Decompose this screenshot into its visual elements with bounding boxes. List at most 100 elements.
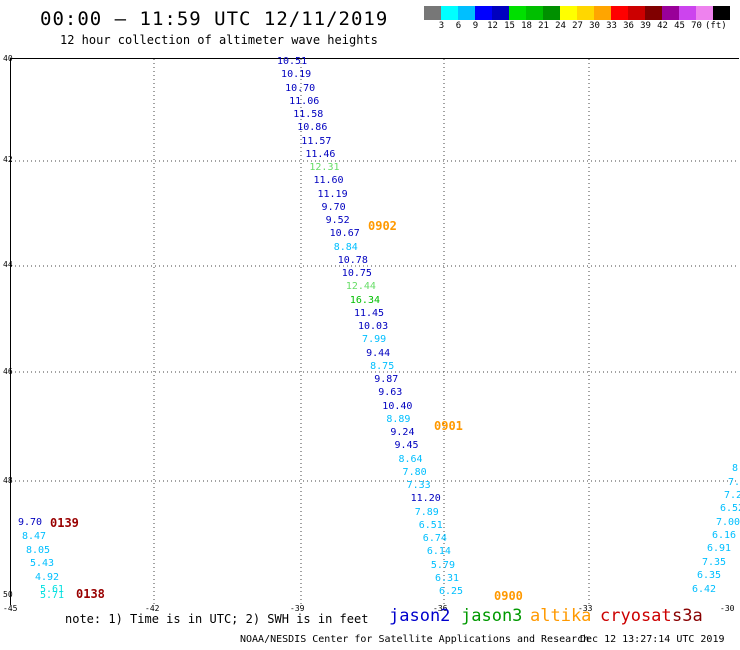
wave-height-value: 16.34 (349, 294, 380, 306)
pass-time-label: 0901 (434, 419, 463, 433)
chart-subtitle: 12 hour collection of altimeter wave hei… (60, 33, 378, 47)
wave-height-value: 9.45 (394, 440, 419, 452)
wave-height-value: 8.75 (370, 360, 395, 372)
legend-swatch (475, 6, 492, 20)
legend-swatch (713, 6, 730, 20)
wave-height-value: 6.52 (720, 503, 740, 514)
wave-height-value: 7.89 (414, 506, 439, 518)
wave-height-value: 8.89 (386, 413, 411, 425)
latitude-label: 48 (3, 476, 13, 485)
wave-height-value: 7.80 (402, 466, 427, 478)
legend-swatch (577, 6, 594, 20)
wave-height-value: 8 (732, 463, 739, 474)
legend-swatch (679, 6, 696, 20)
wave-height-value: 5.61 (40, 584, 65, 595)
footer-note: note: 1) Time is in UTC; 2) SWH is in fe… (65, 612, 369, 626)
wave-height-value: 6.25 (439, 586, 464, 597)
pass-time-label: 0902 (368, 219, 397, 233)
wave-height-value: 10.19 (281, 69, 312, 81)
wave-height-value: 10.86 (297, 122, 328, 134)
legend-swatch (526, 6, 543, 20)
legend-label: 15 (504, 21, 515, 31)
wave-height-value: 7.2 (724, 490, 740, 501)
legend-swatch (509, 6, 526, 20)
wave-height-value: 6.74 (422, 533, 447, 544)
wave-height-value: 11.20 (410, 493, 441, 505)
latitude-label: 46 (3, 367, 13, 376)
wave-height-value: 10.70 (285, 82, 316, 94)
satellite-legend-cryosat: cryosat (600, 606, 672, 626)
wave-height-value: 9.87 (374, 374, 399, 385)
legend-swatch (492, 6, 509, 20)
legend-label: 70 (691, 21, 702, 31)
wave-height-value: 11.19 (317, 188, 348, 200)
legend-label: 18 (521, 21, 532, 31)
latitude-label: 42 (3, 155, 13, 164)
legend-label: 3 (438, 21, 445, 31)
wave-height-value: 4.92 (35, 572, 60, 583)
wave-height-value: 6.16 (712, 530, 737, 541)
legend-label: 39 (640, 21, 651, 31)
wave-height-value: 8.64 (398, 453, 423, 465)
wave-height-value: 7.99 (362, 334, 387, 346)
legend-label: 24 (555, 21, 566, 31)
latitude-label: 50 (3, 590, 13, 599)
wave-height-value: 6.14 (426, 546, 451, 558)
wave-height-value: 10.51 (277, 56, 308, 67)
wave-height-value: 6.51 (418, 519, 443, 531)
legend-swatch (662, 6, 679, 20)
wave-height-value: 9.70 (18, 517, 43, 528)
legend-label: 42 (657, 21, 668, 31)
legend-swatch (594, 6, 611, 20)
legend-label: 33 (606, 21, 617, 31)
legend-swatch (645, 6, 662, 20)
wave-height-value: 5.71 (40, 590, 65, 601)
longitude-label: -30 (720, 604, 735, 613)
wave-height-value: 10.78 (337, 254, 368, 266)
satellite-legend-jason3: jason3 (461, 606, 523, 626)
color-scale-legend (424, 6, 730, 20)
legend-swatch (560, 6, 577, 20)
wave-height-value: 6.31 (434, 572, 460, 584)
wave-height-value: 10.67 (329, 228, 360, 240)
wave-height-value: 9.70 (321, 201, 346, 213)
longitude-label: -33 (578, 604, 593, 613)
satellite-legend-s3a: s3a (672, 606, 703, 626)
pass-time-label: 0900 (494, 589, 523, 603)
satellite-legend-altika: altika (530, 606, 592, 626)
legend-label: 21 (538, 21, 549, 31)
legend-label: 27 (572, 21, 583, 31)
wave-height-value: 11.46 (305, 148, 336, 160)
longitude-label: -36 (433, 604, 448, 613)
wave-height-value: 7.35 (702, 557, 727, 568)
wave-height-value: 7.4 (728, 477, 740, 488)
wave-height-value: 8.47 (22, 531, 47, 542)
legend-swatch (611, 6, 628, 20)
wave-height-value: 6.91 (707, 543, 732, 554)
satellite-legend-jason2: jason2 (389, 606, 451, 626)
wave-height-value: 12.44 (345, 281, 376, 293)
wave-height-value: 10.75 (341, 268, 372, 279)
wave-height-value: 9.44 (366, 347, 391, 359)
latitude-label: 40 (3, 54, 13, 63)
legend-swatch (424, 6, 441, 20)
wave-height-value: 8.05 (26, 545, 51, 556)
legend-label: 6 (455, 21, 462, 31)
wave-height-value: 6.42 (692, 584, 717, 595)
longitude-label: -39 (290, 604, 305, 613)
legend-label: 9 (472, 21, 479, 31)
graticule-grid (11, 59, 739, 605)
wave-height-value: 7.00 (716, 517, 740, 528)
legend-label: 30 (589, 21, 600, 31)
wave-height-value: 10.03 (358, 321, 389, 332)
legend-swatch (458, 6, 475, 20)
legend-swatch (543, 6, 560, 20)
map-plot-area (10, 58, 739, 605)
pass-time-label: 0139 (50, 516, 79, 530)
wave-height-value: 7.33 (406, 480, 431, 491)
legend-swatch (628, 6, 645, 20)
legend-label: 36 (623, 21, 634, 31)
wave-height-value: 5.79 (430, 559, 455, 571)
legend-swatch (441, 6, 458, 20)
generation-timestamp: Dec 12 13:27:14 UTC 2019 (580, 634, 725, 645)
